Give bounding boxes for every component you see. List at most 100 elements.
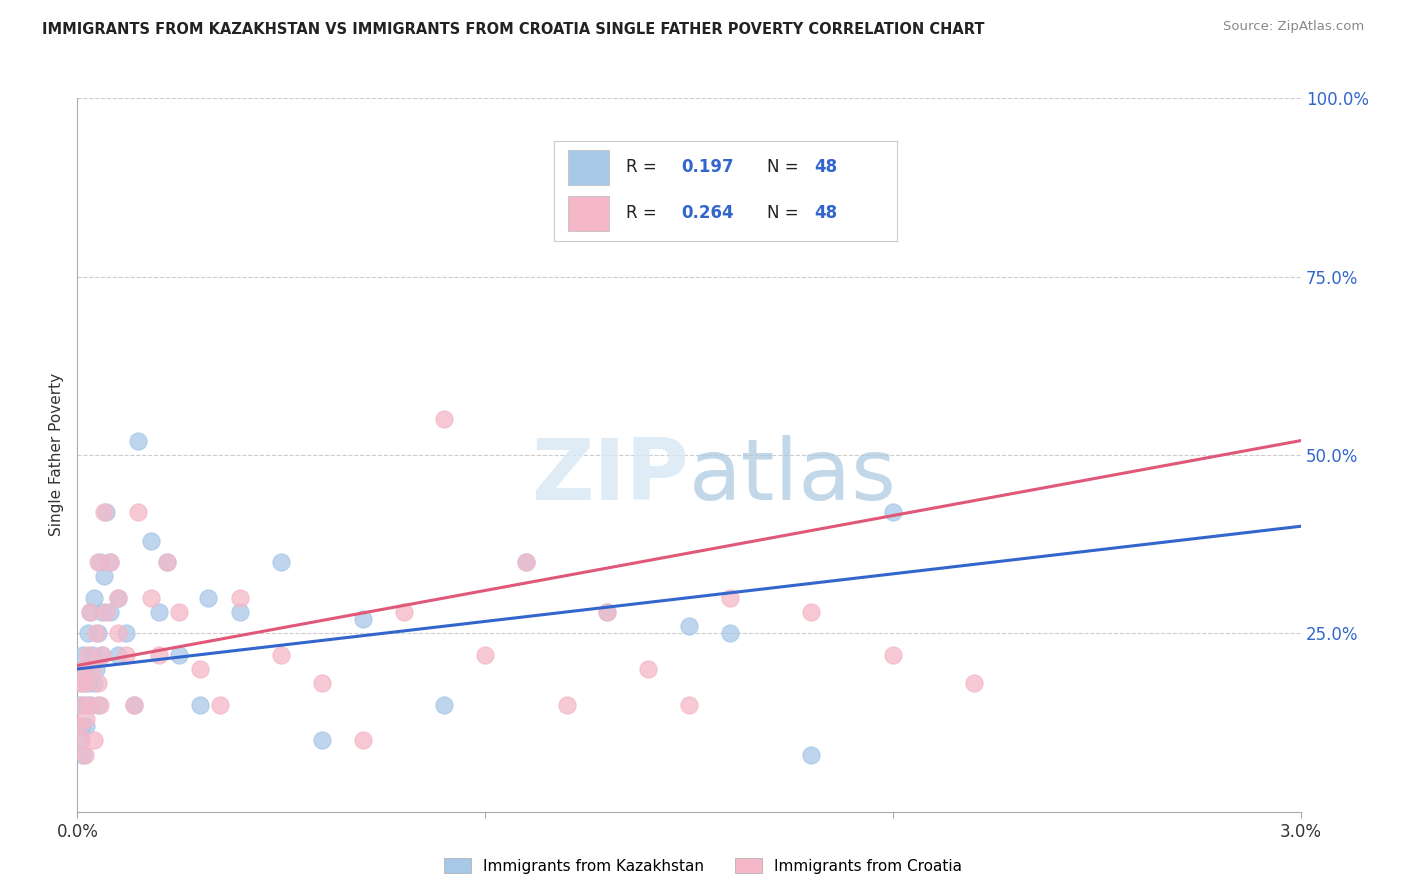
- Point: [79, 605, 101, 619]
- Point: [75, 698, 97, 712]
- Point: [678, 698, 700, 712]
- Point: [678, 619, 700, 633]
- Bar: [568, 150, 609, 185]
- Point: [515, 555, 537, 569]
- Point: [84, 662, 107, 676]
- Point: [94, 605, 117, 619]
- Point: [188, 662, 211, 676]
- Point: [156, 555, 179, 569]
- Point: [67, 698, 90, 712]
- Point: [115, 648, 138, 662]
- Point: [79, 698, 101, 712]
- Point: [128, 505, 150, 519]
- Point: [87, 555, 110, 569]
- Text: IMMIGRANTS FROM KAZAKHSTAN VS IMMIGRANTS FROM CROATIA SINGLE FATHER POVERTY CORR: IMMIGRANTS FROM KAZAKHSTAN VS IMMIGRANTS…: [42, 22, 984, 37]
- Point: [87, 698, 110, 712]
- Point: [311, 676, 333, 690]
- Point: [209, 698, 232, 712]
- Point: [433, 412, 456, 426]
- Point: [69, 676, 91, 690]
- Point: [515, 555, 537, 569]
- Point: [72, 747, 94, 762]
- Point: [124, 698, 146, 712]
- Point: [89, 555, 111, 569]
- Point: [75, 719, 97, 733]
- Point: [94, 505, 117, 519]
- Point: [69, 733, 91, 747]
- Point: [197, 591, 219, 605]
- Point: [90, 605, 112, 619]
- Text: atlas: atlas: [689, 434, 897, 518]
- Point: [70, 676, 93, 690]
- Point: [555, 698, 578, 712]
- Point: [83, 676, 105, 690]
- Point: [718, 591, 741, 605]
- Point: [800, 747, 823, 762]
- Point: [98, 555, 121, 569]
- Point: [188, 698, 211, 712]
- Point: [89, 698, 111, 712]
- Point: [83, 591, 105, 605]
- Point: [76, 676, 98, 690]
- Point: [87, 626, 110, 640]
- Text: 0.197: 0.197: [681, 158, 734, 176]
- Point: [87, 676, 110, 690]
- Text: 48: 48: [814, 204, 838, 222]
- Point: [596, 605, 619, 619]
- Bar: [568, 196, 609, 231]
- Point: [83, 733, 105, 747]
- Point: [718, 626, 741, 640]
- Y-axis label: Single Father Poverty: Single Father Poverty: [49, 374, 65, 536]
- Point: [139, 533, 162, 548]
- Point: [124, 698, 146, 712]
- Point: [107, 591, 129, 605]
- Point: [128, 434, 150, 448]
- Point: [107, 591, 129, 605]
- Point: [392, 605, 415, 619]
- Text: N =: N =: [766, 204, 804, 222]
- Point: [352, 733, 374, 747]
- Point: [90, 648, 112, 662]
- Point: [474, 648, 496, 662]
- Point: [229, 605, 252, 619]
- Point: [637, 662, 659, 676]
- Point: [93, 569, 115, 583]
- Point: [70, 719, 93, 733]
- Point: [115, 626, 138, 640]
- Point: [229, 591, 252, 605]
- Point: [67, 719, 90, 733]
- Text: 0.264: 0.264: [681, 204, 734, 222]
- Point: [84, 626, 107, 640]
- Point: [98, 605, 121, 619]
- Point: [79, 698, 101, 712]
- Point: [75, 662, 97, 676]
- Point: [70, 733, 93, 747]
- Point: [882, 505, 904, 519]
- Point: [90, 648, 112, 662]
- Point: [79, 605, 101, 619]
- Point: [311, 733, 333, 747]
- Text: N =: N =: [766, 158, 804, 176]
- Text: R =: R =: [626, 158, 662, 176]
- Point: [75, 712, 97, 726]
- Point: [148, 648, 170, 662]
- Legend: Immigrants from Kazakhstan, Immigrants from Croatia: Immigrants from Kazakhstan, Immigrants f…: [437, 852, 969, 880]
- Point: [352, 612, 374, 626]
- Point: [98, 555, 121, 569]
- Point: [148, 605, 170, 619]
- Point: [72, 648, 94, 662]
- Point: [169, 605, 191, 619]
- Point: [169, 648, 191, 662]
- Point: [76, 626, 98, 640]
- Point: [107, 648, 129, 662]
- Point: [800, 605, 823, 619]
- Point: [963, 676, 986, 690]
- Point: [73, 747, 96, 762]
- Point: [80, 662, 103, 676]
- Point: [75, 676, 97, 690]
- Text: ZIP: ZIP: [531, 434, 689, 518]
- Point: [156, 555, 179, 569]
- Point: [270, 648, 292, 662]
- Point: [72, 662, 94, 676]
- Point: [93, 505, 115, 519]
